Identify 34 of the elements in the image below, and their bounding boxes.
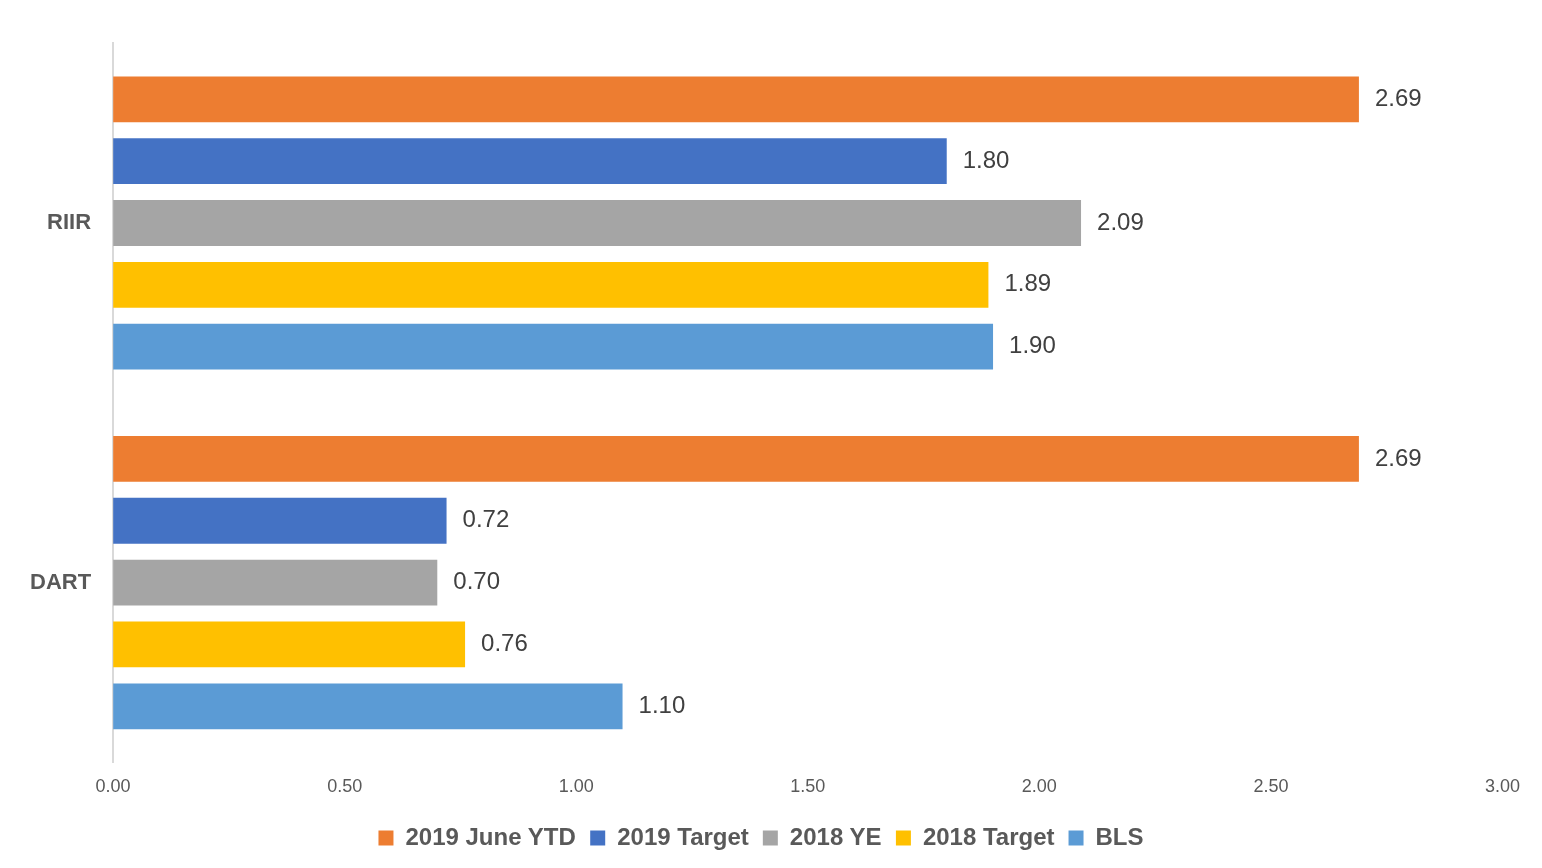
x-tick-label: 2.50	[1253, 776, 1289, 797]
legend-label: 2018 Target	[922, 822, 1055, 850]
x-tick-label: 0.00	[95, 776, 131, 797]
x-tick-label: 0.50	[327, 776, 363, 797]
y-tick-label: DART	[29, 568, 92, 594]
bar	[113, 261, 989, 308]
x-tick-label: 1.50	[790, 776, 826, 797]
text: 1.89	[1004, 269, 1052, 297]
bar	[113, 497, 447, 544]
text: 0.72	[462, 505, 510, 533]
legend-label: 2019 June YTD	[405, 822, 576, 850]
text: 1.10	[638, 690, 686, 718]
bar	[113, 200, 1082, 246]
bar	[113, 323, 994, 370]
y-tick-label: RIIR	[47, 209, 92, 235]
x-tick-label: 3.00	[1484, 776, 1521, 797]
text: 0.70	[453, 567, 501, 595]
bar	[113, 138, 947, 185]
bar	[113, 436, 1359, 482]
legend-label: BLS	[1095, 822, 1144, 850]
x-tick-label: 1.00	[558, 776, 594, 797]
text: 0.76	[481, 629, 528, 657]
bar	[113, 559, 438, 606]
legend-label: 2019 Target	[617, 822, 749, 850]
text: 1.90	[1009, 331, 1056, 359]
text: 2.09	[1097, 207, 1144, 235]
bar	[113, 76, 1359, 123]
text: 2.69	[1374, 83, 1422, 111]
x-tick-label: 2.00	[1021, 776, 1057, 797]
text: 1.80	[962, 145, 1010, 173]
bar	[113, 683, 623, 730]
legend-label: 2018 YE	[789, 822, 882, 850]
bar	[113, 621, 466, 668]
text: 2.69	[1374, 443, 1422, 471]
